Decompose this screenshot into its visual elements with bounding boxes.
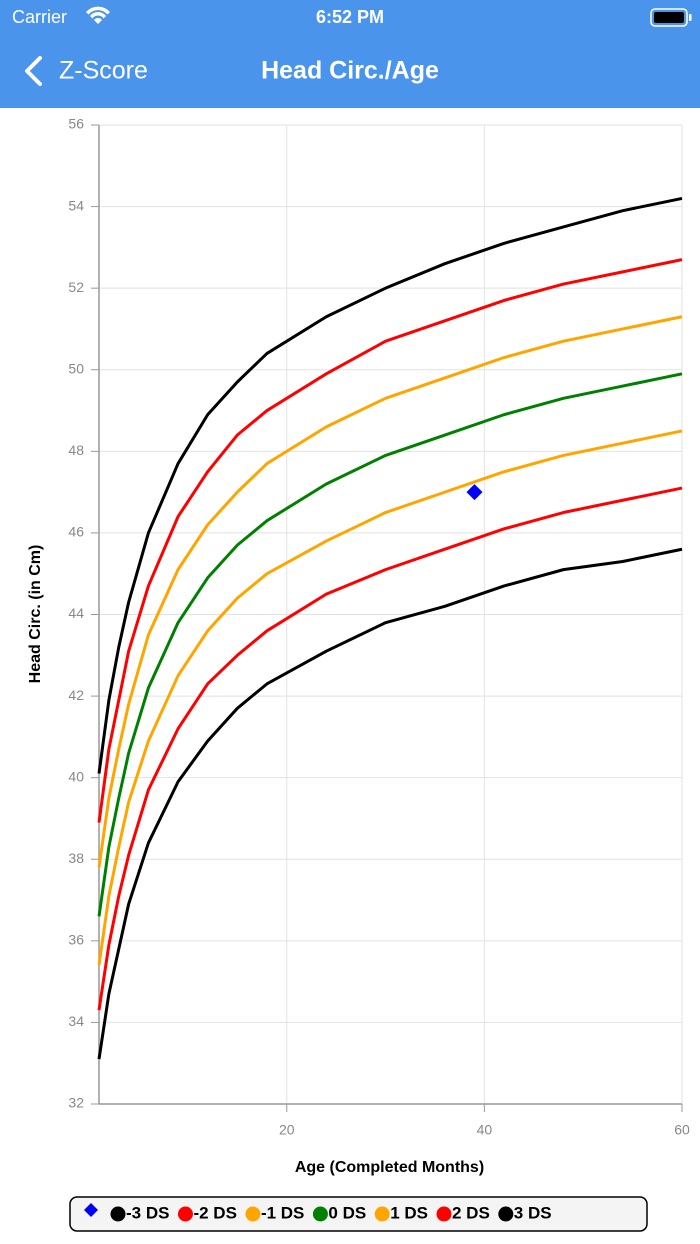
legend-marker bbox=[177, 1206, 193, 1222]
x-tick-label: 20 bbox=[279, 1122, 295, 1138]
battery-icon bbox=[650, 8, 692, 27]
curve bbox=[97, 547, 683, 1060]
legend-box bbox=[69, 1196, 648, 1232]
back-chevron[interactable] bbox=[25, 56, 42, 86]
curve bbox=[97, 486, 683, 1011]
curve bbox=[97, 258, 683, 823]
x-tick-label: 60 bbox=[674, 1122, 690, 1138]
legend-label: 3 DS bbox=[514, 1203, 552, 1222]
y-tick-label: 50 bbox=[68, 360, 84, 376]
legend-label: -1 DS bbox=[261, 1203, 304, 1222]
legend-marker bbox=[312, 1206, 328, 1222]
legend-marker bbox=[436, 1206, 452, 1222]
y-tick-label: 34 bbox=[68, 1013, 84, 1029]
wifi-icon bbox=[86, 6, 110, 24]
curve bbox=[97, 429, 683, 966]
legend-label: -3 DS bbox=[126, 1203, 169, 1222]
y-tick-label: 42 bbox=[68, 687, 84, 703]
y-axis-label: Head Circ. (in Cm) bbox=[27, 545, 44, 684]
legend-label: 2 DS bbox=[452, 1203, 490, 1222]
data-point bbox=[466, 484, 483, 501]
legend-marker bbox=[498, 1206, 514, 1222]
header bbox=[0, 0, 700, 108]
curve bbox=[97, 196, 683, 774]
y-tick-label: 52 bbox=[68, 279, 84, 295]
y-tick-label: 48 bbox=[68, 442, 84, 458]
legend-marker bbox=[110, 1206, 126, 1222]
legend-label: 0 DS bbox=[328, 1203, 366, 1222]
y-tick-label: 56 bbox=[68, 116, 84, 132]
clock: 6:52 PM bbox=[316, 7, 384, 27]
legend-label: 1 DS bbox=[390, 1203, 428, 1222]
carrier: Carrier bbox=[12, 7, 67, 27]
y-tick-label: 44 bbox=[68, 605, 84, 621]
y-tick-label: 46 bbox=[68, 524, 84, 540]
y-tick-label: 54 bbox=[68, 197, 84, 213]
legend-marker bbox=[374, 1206, 390, 1222]
x-tick-label: 40 bbox=[477, 1122, 493, 1138]
legend-marker bbox=[245, 1206, 261, 1222]
legend-marker bbox=[84, 1203, 98, 1217]
y-tick-label: 38 bbox=[68, 850, 84, 866]
x-axis-label: Age (Completed Months) bbox=[295, 1159, 484, 1176]
y-tick-label: 36 bbox=[68, 932, 84, 948]
curve bbox=[97, 315, 683, 868]
curve bbox=[97, 372, 683, 917]
y-tick-label: 32 bbox=[68, 1095, 84, 1111]
nav-title: Head Circ./Age bbox=[261, 57, 439, 85]
legend-label: -2 DS bbox=[193, 1203, 236, 1222]
y-tick-label: 40 bbox=[68, 768, 84, 784]
back-button[interactable]: Z-Score bbox=[59, 57, 148, 85]
